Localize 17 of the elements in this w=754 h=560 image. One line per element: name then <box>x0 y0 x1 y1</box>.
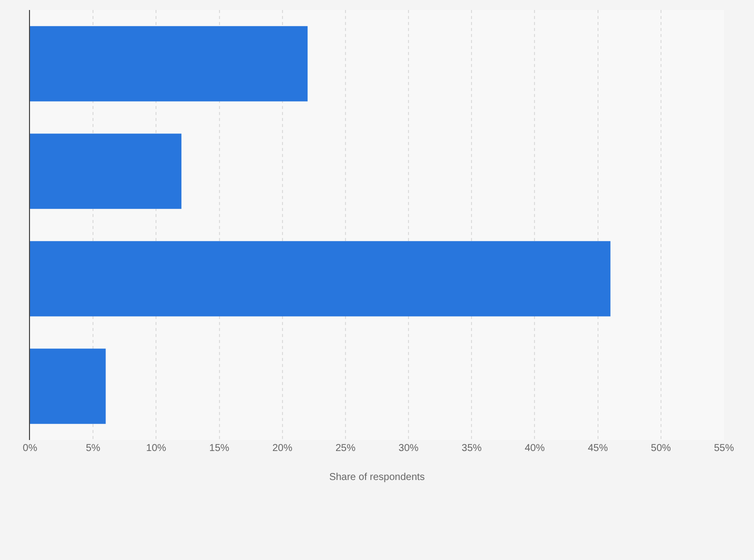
x-tick-label: 25% <box>335 443 356 454</box>
x-tick-label: 15% <box>209 443 230 454</box>
x-tick-label: 45% <box>588 443 608 454</box>
x-tick-label: 0% <box>22 443 38 454</box>
x-tick-label: 5% <box>86 443 100 454</box>
x-tick-label: 20% <box>272 443 292 454</box>
bar <box>30 134 182 209</box>
bar <box>30 348 106 424</box>
x-tick-label: 35% <box>462 443 482 454</box>
x-axis-title: Share of respondents <box>329 472 425 483</box>
bar <box>30 26 308 102</box>
x-tick-label: 50% <box>650 443 672 454</box>
x-tick-label: 40% <box>524 443 545 454</box>
bar <box>30 241 610 316</box>
x-tick-label: 55% <box>714 443 734 454</box>
x-tick-label: 10% <box>146 443 166 454</box>
x-tick-label: 30% <box>398 443 419 454</box>
